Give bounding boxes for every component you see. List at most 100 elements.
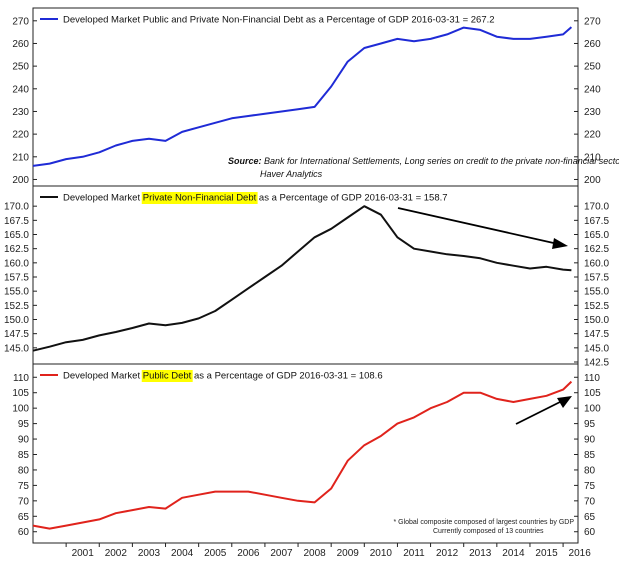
y-tick-label-right: 160.0 [584, 258, 609, 269]
y-tick-label-left: 60 [18, 527, 30, 538]
y-tick-label-left: 200 [12, 175, 29, 186]
y-tick-label-left: 240 [12, 84, 29, 95]
y-tick-label-left: 95 [18, 419, 30, 430]
trend-arrowhead [557, 396, 572, 408]
x-tick-label: 2001 [72, 548, 95, 559]
title-highlight-box [141, 370, 193, 382]
y-tick-label-right: 260 [584, 39, 601, 50]
x-tick-label: 2012 [436, 548, 459, 559]
y-tick-label-left: 147.5 [4, 329, 29, 340]
y-tick-label-right: 210 [584, 152, 601, 163]
y-tick-label-right: 145.0 [584, 343, 609, 354]
title-part: as a Percentage of GDP 2016-03-31 = 108.… [191, 371, 382, 382]
y-tick-label-right: 85 [584, 450, 596, 461]
y-tick-label-right: 230 [584, 107, 601, 118]
panel-frame [32, 185, 579, 365]
footnote-line-1: * Global composite composed of largest c… [393, 519, 574, 526]
y-tick-label-left: 220 [12, 130, 29, 141]
trend-arrowhead [552, 238, 568, 249]
x-tick-label: 2003 [138, 548, 161, 559]
series-line [32, 26, 573, 167]
chart-panel-3: 60 65 70 75 80 85 90 95 100 105 110 60 65 70 75 80 85 90 9… [12, 363, 601, 544]
y-tick-label-left: 90 [18, 435, 30, 446]
series-line [32, 205, 572, 352]
y-tick-label-right: 90 [584, 435, 596, 446]
source-text: Source: Bank for International Settlemen… [228, 156, 619, 166]
x-tick-label: 2006 [237, 548, 260, 559]
y-tick-label-right: 250 [584, 62, 601, 73]
y-tick-label-right: 155.0 [584, 287, 609, 298]
y-tick-label-right: 152.5 [584, 301, 609, 312]
y-tick-label-right: 80 [584, 465, 596, 476]
x-tick-label: 2004 [171, 548, 194, 559]
y-tick-label-left: 150.0 [4, 315, 29, 326]
y-tick-label-left: 105 [12, 388, 29, 399]
x-axis: 2001 2002 2003 2004 2005 2006 2007 2008 2009 2010… [65, 543, 592, 559]
trend-arrow-down [397, 207, 559, 245]
y-tick-label-right: 150.0 [584, 315, 609, 326]
y-tick-label-left: 210 [12, 152, 29, 163]
title-part: as a Percentage of GDP 2016-03-31 = 158.… [256, 193, 447, 204]
y-tick-label-right: 147.5 [584, 329, 609, 340]
y-tick-label-left: 70 [18, 496, 30, 507]
y-tick-label-left: 145.0 [4, 343, 29, 354]
panel-frame [32, 363, 579, 544]
y-tick-label-right: 167.5 [584, 216, 609, 227]
x-tick-label: 2011 [403, 548, 425, 559]
y-tick-label-left: 250 [12, 62, 29, 73]
y-tick-label-right: 220 [584, 130, 601, 141]
chart-panel-2: 145.0 147.5 150.0 152.5 155.0 157.5 160.0 162.5… [4, 185, 609, 369]
title-highlight: Private Non-Financial Debt [143, 193, 257, 204]
y-tick-label-left: 157.5 [4, 273, 29, 284]
x-tick-label: 2008 [303, 548, 326, 559]
y-tick-label-right: 157.5 [584, 273, 609, 284]
x-tick-label: 2015 [535, 548, 558, 559]
x-tick-label: 2009 [337, 548, 360, 559]
chart-title: Developed Market Public Debt as a Percen… [63, 371, 383, 382]
x-tick-label: 2005 [204, 548, 227, 559]
y-tick-label-left: 260 [12, 39, 29, 50]
y-tick-label-right: 170.0 [584, 202, 609, 213]
y-tick-label-right: 165.0 [584, 230, 609, 241]
y-tick-label-left: 270 [12, 16, 29, 27]
y-tick-label-left: 65 [18, 512, 30, 523]
y-tick-label-left: 85 [18, 450, 30, 461]
source-label: Source: [228, 156, 264, 166]
title-highlight: Public Debt [143, 371, 192, 382]
x-tick-label: 2016 [569, 548, 592, 559]
x-tick-label: 2007 [270, 548, 293, 559]
x-tick-label: 2013 [469, 548, 492, 559]
y-tick-label-right: 105 [584, 388, 601, 399]
y-tick-label-right: 200 [584, 175, 601, 186]
y-tick-label-right: 142.5 [584, 358, 609, 369]
trend-arrow-up [515, 400, 563, 425]
y-tick-label-right: 60 [584, 527, 596, 538]
y-tick-label-right: 65 [584, 512, 596, 523]
y-tick-label-left: 160.0 [4, 258, 29, 269]
source-line-2: Haver Analytics [260, 169, 323, 179]
y-tick-label-right: 270 [584, 16, 601, 27]
chart-panel-1: 200 210 220 230 240 250 260 270 200 210 220 230 240 2… [12, 7, 619, 187]
y-tick-label-left: 165.0 [4, 230, 29, 241]
y-tick-label-left: 110 [13, 373, 29, 384]
chart-title: Developed Market Private Non-Financial D… [63, 193, 448, 204]
y-tick-label-left: 230 [12, 107, 29, 118]
title-part: Developed Market [63, 193, 143, 204]
title-part: Developed Market [63, 371, 143, 382]
y-tick-label-right: 110 [584, 373, 600, 384]
y-tick-label-left: 170.0 [4, 202, 29, 213]
x-tick-label: 2010 [370, 548, 393, 559]
x-tick-label: 2002 [105, 548, 128, 559]
y-tick-label-right: 95 [584, 419, 596, 430]
chart-panels: 200 210 220 230 240 250 260 270 200 210 220 230 240 2… [4, 7, 619, 544]
source-body: Bank for International Settlements, Long… [264, 156, 619, 166]
y-tick-label-left: 155.0 [4, 287, 29, 298]
y-tick-label-right: 100 [584, 404, 601, 415]
y-tick-label-right: 70 [584, 496, 596, 507]
y-tick-label-left: 162.5 [4, 244, 29, 255]
title-highlight-box [141, 192, 258, 204]
chart-title: Developed Market Public and Private Non-… [63, 15, 495, 26]
x-tick-label: 2014 [502, 548, 525, 559]
